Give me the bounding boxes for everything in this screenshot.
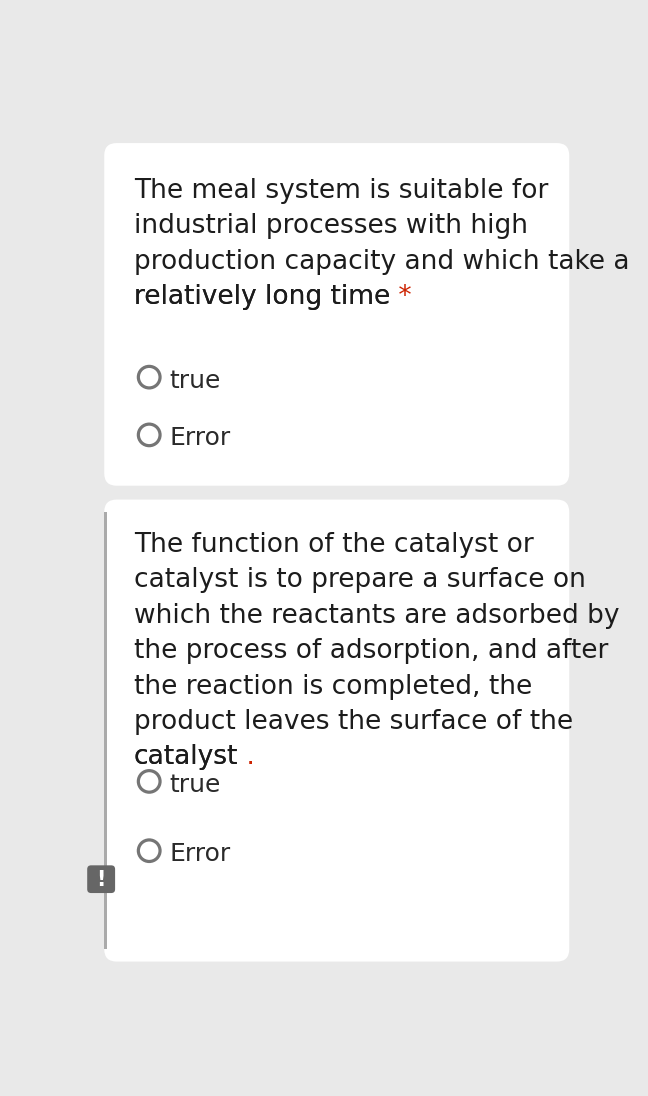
Text: .: . (238, 744, 255, 770)
FancyBboxPatch shape (104, 500, 569, 961)
Text: production capacity and which take a: production capacity and which take a (133, 249, 629, 275)
Text: relatively long time: relatively long time (133, 284, 390, 310)
Text: the reaction is completed, the: the reaction is completed, the (133, 674, 532, 699)
Text: The function of the catalyst or: The function of the catalyst or (133, 532, 533, 558)
Text: true: true (169, 368, 221, 392)
Text: which the reactants are adsorbed by: which the reactants are adsorbed by (133, 603, 619, 629)
Text: product leaves the surface of the: product leaves the surface of the (133, 709, 573, 735)
Text: catalyst: catalyst (133, 744, 238, 770)
Text: relatively long time: relatively long time (133, 284, 390, 310)
Text: *: * (390, 284, 411, 310)
Text: The meal system is suitable for: The meal system is suitable for (133, 178, 548, 204)
Text: catalyst: catalyst (133, 744, 238, 770)
Text: Error: Error (169, 426, 231, 450)
Text: catalyst is to prepare a surface on: catalyst is to prepare a surface on (133, 568, 586, 593)
Text: true: true (169, 773, 221, 797)
Text: industrial processes with high: industrial processes with high (133, 213, 527, 239)
Text: !: ! (97, 870, 106, 890)
Text: Error: Error (169, 842, 231, 866)
Bar (104, 512, 108, 949)
Text: the process of adsorption, and after: the process of adsorption, and after (133, 638, 608, 664)
FancyBboxPatch shape (104, 144, 569, 486)
FancyBboxPatch shape (87, 866, 115, 893)
